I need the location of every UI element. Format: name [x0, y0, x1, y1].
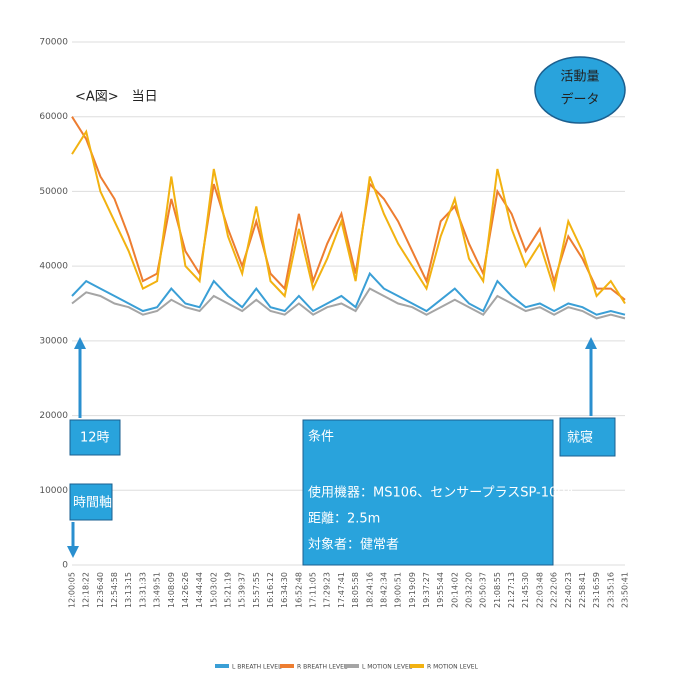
x-tick-label: 20:14:02	[450, 572, 459, 608]
y-tick-label: 60000	[39, 112, 68, 122]
x-tick-label: 22:58:41	[578, 572, 587, 608]
x-tick-label: 22:22:06	[550, 572, 559, 608]
figure-label: <A図> 当日	[75, 90, 158, 105]
y-tick-label: 40000	[39, 262, 68, 272]
conditions-line: 対象者：健常者	[308, 538, 399, 553]
legend-label: R BREATH LEVEL	[297, 664, 348, 671]
x-tick-label: 17:11:05	[309, 572, 318, 608]
x-tick-label: 17:47:41	[337, 572, 346, 608]
y-tick-label: 50000	[39, 187, 68, 197]
series-line	[71, 116, 626, 301]
legend-swatch	[345, 664, 359, 668]
conditions-line: 使用機器：MS106、センサープラスSP-100A	[308, 485, 575, 501]
x-tick-label: 17:29:23	[323, 572, 332, 608]
y-tick-label: 30000	[39, 336, 68, 346]
x-tick-label: 18:05:58	[351, 572, 360, 608]
x-tick-label: 18:24:16	[365, 572, 374, 608]
conditions-title: 条件	[308, 429, 334, 445]
sleep-label: 就寝	[567, 430, 593, 446]
y-tick-label: 70000	[39, 38, 68, 48]
axis-label: 時間軸	[73, 496, 112, 511]
x-tick-label: 22:40:23	[564, 572, 573, 608]
x-tick-label: 16:52:48	[294, 572, 303, 608]
legend-swatch	[280, 664, 294, 668]
x-tick-label: 14:44:44	[195, 572, 204, 608]
x-tick-label: 12:36:40	[96, 572, 105, 608]
x-tick-label: 13:49:51	[153, 572, 162, 608]
x-tick-label: 15:57:55	[252, 572, 261, 608]
y-tick-label: 20000	[39, 411, 68, 421]
y-tick-label: 10000	[39, 486, 68, 496]
x-tick-label: 19:00:51	[394, 572, 403, 608]
x-tick-label: 21:27:13	[507, 572, 516, 608]
x-tick-label: 12:54:58	[110, 572, 119, 608]
x-tick-label: 14:08:09	[167, 572, 176, 608]
x-tick-label: 16:16:12	[266, 572, 275, 608]
legend-swatch	[410, 664, 424, 668]
series-line	[71, 129, 626, 305]
x-tick-label: 14:26:26	[181, 572, 190, 608]
x-tick-label: 23:16:59	[592, 572, 601, 608]
x-tick-label: 20:32:20	[465, 572, 474, 608]
x-tick-label: 21:45:30	[521, 572, 530, 608]
start-label: 12時	[80, 431, 110, 446]
x-tick-label: 15:03:02	[209, 572, 218, 608]
x-tick-label: 15:21:19	[223, 572, 232, 608]
conditions-box	[302, 419, 554, 566]
x-tick-label: 18:42:34	[379, 572, 388, 608]
axis-box	[69, 483, 113, 521]
bubble	[534, 56, 626, 124]
legend-label: R MOTION LEVEL	[427, 664, 479, 671]
x-tick-label: 16:34:30	[280, 572, 289, 608]
x-tick-label: 19:55:44	[436, 572, 445, 608]
x-tick-label: 20:50:37	[479, 572, 488, 608]
legend-label: L BREATH LEVEL	[232, 664, 282, 671]
x-tick-label: 19:37:27	[422, 572, 431, 608]
legend-label: L MOTION LEVEL	[362, 664, 413, 671]
legend-swatch	[215, 664, 229, 668]
bubble-text: データ	[560, 92, 599, 108]
x-tick-label: 12:00:05	[68, 572, 77, 608]
x-tick-label: 19:19:09	[408, 572, 417, 608]
x-tick-label: 23:50:41	[621, 572, 630, 608]
start-box	[69, 419, 121, 456]
bubble-text: 活動量	[560, 70, 599, 85]
x-tick-label: 21:08:55	[493, 572, 502, 608]
x-tick-label: 23:35:16	[606, 572, 615, 608]
x-tick-label: 22:03:48	[535, 572, 544, 608]
x-tick-label: 13:13:15	[124, 572, 133, 608]
series-line	[71, 287, 626, 320]
series-line	[71, 271, 626, 316]
conditions-line: 距離：2.5m	[308, 512, 380, 527]
sleep-box	[559, 417, 616, 457]
x-tick-label: 15:39:37	[238, 572, 247, 608]
x-tick-label: 13:31:33	[138, 572, 147, 608]
x-tick-label: 12:18:22	[82, 572, 91, 608]
y-tick-label: 0	[62, 561, 68, 571]
